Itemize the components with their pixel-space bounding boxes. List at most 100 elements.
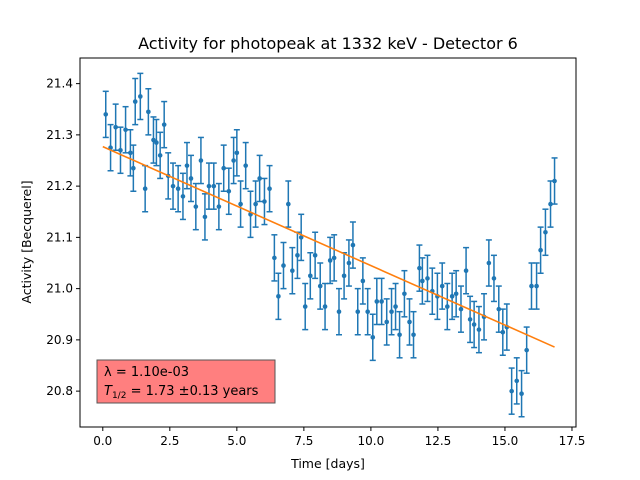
- x-tick-label-6: 15.0: [492, 434, 519, 448]
- data-point-98: [552, 178, 557, 184]
- data-point-51: [331, 255, 337, 261]
- data-point-7: [132, 99, 138, 104]
- data-point-3: [118, 147, 123, 153]
- data-point-69: [417, 265, 422, 271]
- half-life-symbol: T: [104, 384, 113, 399]
- x-tick-label-5: 12.5: [425, 434, 452, 448]
- data-point-34: [253, 201, 258, 207]
- data-point-44: [298, 235, 304, 240]
- data-point-70: [420, 278, 425, 284]
- annotation-box: λ = 1.10e-03 T1/2 = 1.73 ±0.13 years: [96, 359, 276, 404]
- data-point-22: [198, 158, 204, 163]
- data-point-96: [543, 229, 548, 235]
- data-point-81: [471, 322, 477, 327]
- x-tick-label-3: 7.5: [294, 434, 313, 448]
- data-point-2: [113, 124, 118, 130]
- data-point-48: [317, 283, 323, 289]
- data-point-50: [327, 258, 333, 263]
- y-axis-label: Activity [Becquerel]: [19, 180, 34, 303]
- data-point-68: [411, 332, 416, 338]
- data-point-53: [341, 273, 347, 279]
- data-point-26: [216, 204, 222, 209]
- data-point-32: [243, 163, 248, 168]
- plot-frame: [79, 57, 577, 428]
- data-point-67: [407, 319, 412, 325]
- data-point-12: [154, 140, 159, 145]
- data-point-89: [509, 388, 514, 394]
- data-point-40: [281, 263, 286, 268]
- data-point-61: [379, 299, 384, 304]
- data-point-65: [397, 332, 402, 338]
- data-point-4: [123, 127, 128, 133]
- data-point-27: [221, 165, 227, 171]
- data-point-94: [534, 283, 539, 289]
- data-point-57: [360, 278, 366, 284]
- data-point-49: [322, 304, 328, 309]
- data-point-8: [138, 94, 143, 99]
- data-point-95: [538, 247, 543, 253]
- data-point-46: [308, 273, 313, 279]
- data-point-71: [425, 276, 430, 281]
- data-point-47: [312, 253, 318, 258]
- data-point-13: [157, 153, 163, 158]
- data-point-59: [370, 335, 376, 340]
- annotation-lambda: λ = 1.10e-03: [104, 365, 189, 380]
- x-tick-label-7: 17.5: [559, 434, 586, 448]
- data-point-25: [211, 183, 217, 189]
- y-tick-label-2: 21.0: [46, 282, 73, 296]
- data-point-16: [170, 183, 176, 189]
- y-tick-label-0: 20.8: [46, 384, 73, 398]
- data-point-62: [384, 319, 390, 325]
- data-point-0: [103, 112, 109, 117]
- x-tick-label-1: 2.5: [160, 434, 179, 448]
- data-point-85: [491, 276, 497, 281]
- data-point-97: [548, 201, 553, 207]
- x-axis-label: Time [days]: [290, 456, 365, 471]
- data-point-84: [486, 260, 492, 266]
- y-tick-label-4: 21.2: [46, 179, 73, 193]
- data-point-66: [402, 291, 407, 297]
- data-point-29: [231, 158, 236, 163]
- data-point-20: [188, 176, 194, 181]
- data-point-78: [458, 306, 464, 312]
- data-point-92: [524, 347, 529, 353]
- data-point-39: [276, 294, 281, 299]
- data-point-74: [439, 283, 445, 289]
- data-point-21: [193, 204, 199, 209]
- x-tick-label-0: 0.0: [93, 434, 112, 448]
- y-tick-label-3: 21.1: [46, 230, 73, 244]
- y-tick-label-6: 21.4: [46, 77, 73, 91]
- data-point-80: [467, 317, 473, 322]
- x-tick-label-2: 5.0: [227, 434, 246, 448]
- data-point-90: [514, 378, 520, 384]
- data-point-76: [449, 294, 455, 299]
- data-point-54: [346, 260, 352, 266]
- data-point-6: [131, 165, 136, 171]
- y-tick-label-5: 21.3: [46, 128, 73, 142]
- data-point-38: [272, 255, 277, 261]
- fit-line: [102, 145, 555, 348]
- x-axis-ticks: 0.0 2.5 5.0 7.5 10.0 12.5 15.0 17.5: [93, 427, 585, 448]
- half-life-value: = 1.73 ±0.13 years: [126, 384, 258, 399]
- data-point-79: [463, 268, 469, 273]
- data-point-63: [389, 309, 394, 314]
- data-point-77: [453, 291, 459, 297]
- data-point-52: [336, 309, 342, 314]
- annotation-half-life: T1/2 = 1.73 ±0.13 years: [104, 384, 259, 401]
- data-point-28: [226, 188, 232, 194]
- data-point-91: [519, 391, 524, 396]
- y-axis-ticks: 20.8 20.9 21.0 21.1 21.2 21.3 21.4: [46, 77, 80, 398]
- data-point-24: [206, 183, 212, 189]
- data-point-43: [295, 253, 300, 258]
- data-point-31: [238, 201, 243, 207]
- data-point-58: [365, 309, 370, 314]
- data-point-42: [290, 268, 295, 273]
- data-point-5: [128, 150, 133, 156]
- y-tick-label-1: 20.9: [46, 333, 73, 347]
- data-point-17: [175, 186, 181, 191]
- data-point-37: [267, 186, 272, 191]
- data-point-30: [234, 150, 240, 156]
- data-point-86: [496, 306, 502, 312]
